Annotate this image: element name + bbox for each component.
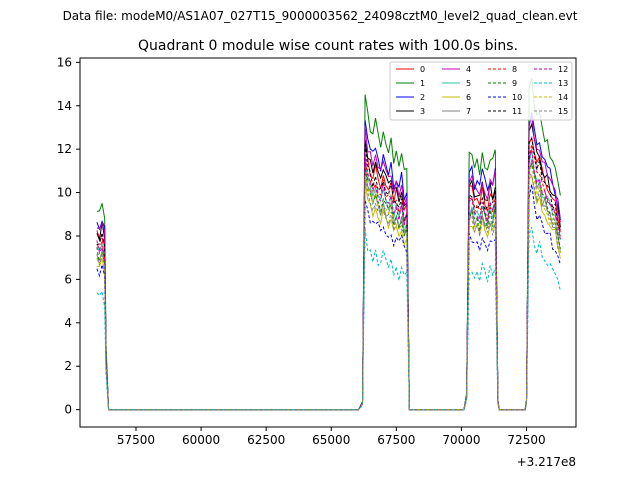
legend-label-module-2: 2 bbox=[420, 93, 425, 102]
x-axis: 57500 60000 62500 65000 67500 70000 72500 bbox=[117, 427, 546, 447]
legend-box bbox=[389, 61, 573, 121]
series-line-module-10 bbox=[96, 184, 561, 411]
chart-title: Quadrant 0 module wise count rates with … bbox=[138, 38, 518, 54]
plot-lines bbox=[96, 77, 561, 411]
legend-label-module-13: 13 bbox=[558, 79, 568, 88]
legend-label-module-15: 15 bbox=[558, 107, 568, 116]
y-tick-label: 8 bbox=[64, 229, 72, 243]
legend-label-module-7: 7 bbox=[466, 107, 471, 116]
series-line-module-12 bbox=[96, 149, 561, 411]
x-tick-label: 60000 bbox=[182, 433, 220, 447]
legend-label-module-5: 5 bbox=[466, 79, 471, 88]
y-tick-label: 16 bbox=[57, 55, 72, 69]
legend-label-module-6: 6 bbox=[466, 93, 471, 102]
x-tick-label: 70000 bbox=[442, 433, 480, 447]
x-tick-label: 65000 bbox=[312, 433, 350, 447]
series-line-module-14 bbox=[96, 166, 561, 411]
y-tick-label: 6 bbox=[64, 272, 72, 286]
x-tick-label: 57500 bbox=[117, 433, 155, 447]
y-tick-label: 12 bbox=[57, 142, 72, 156]
legend-label-module-8: 8 bbox=[512, 65, 517, 74]
y-axis: 0 2 4 6 8 10 12 14 16 bbox=[57, 55, 80, 417]
x-offset-label: +3.217e8 bbox=[517, 455, 576, 469]
legend-label-module-3: 3 bbox=[420, 107, 425, 116]
suptitle: Data file: modeM0/AS1A07_027T15_90000035… bbox=[63, 9, 578, 23]
plot-frame bbox=[79, 57, 577, 428]
legend-label-module-12: 12 bbox=[558, 65, 568, 74]
y-tick-label: 10 bbox=[57, 186, 72, 200]
y-tick-label: 14 bbox=[57, 99, 72, 113]
legend-label-module-0: 0 bbox=[420, 65, 425, 74]
series-line-module-11 bbox=[96, 137, 561, 411]
legend-label-module-1: 1 bbox=[420, 79, 425, 88]
x-tick-label: 62500 bbox=[247, 433, 285, 447]
legend-label-module-11: 11 bbox=[512, 107, 522, 116]
y-tick-label: 0 bbox=[64, 403, 72, 417]
x-tick-label: 67500 bbox=[377, 433, 415, 447]
legend-label-module-10: 10 bbox=[512, 93, 522, 102]
legend-label-module-9: 9 bbox=[512, 79, 517, 88]
y-tick-label: 4 bbox=[64, 316, 72, 330]
legend-label-module-4: 4 bbox=[466, 65, 471, 74]
y-tick-label: 2 bbox=[64, 359, 72, 373]
x-tick-label: 72500 bbox=[507, 433, 545, 447]
legend-label-module-14: 14 bbox=[558, 93, 568, 102]
series-line-module-15 bbox=[96, 171, 561, 411]
series-line-module-13 bbox=[96, 226, 561, 411]
